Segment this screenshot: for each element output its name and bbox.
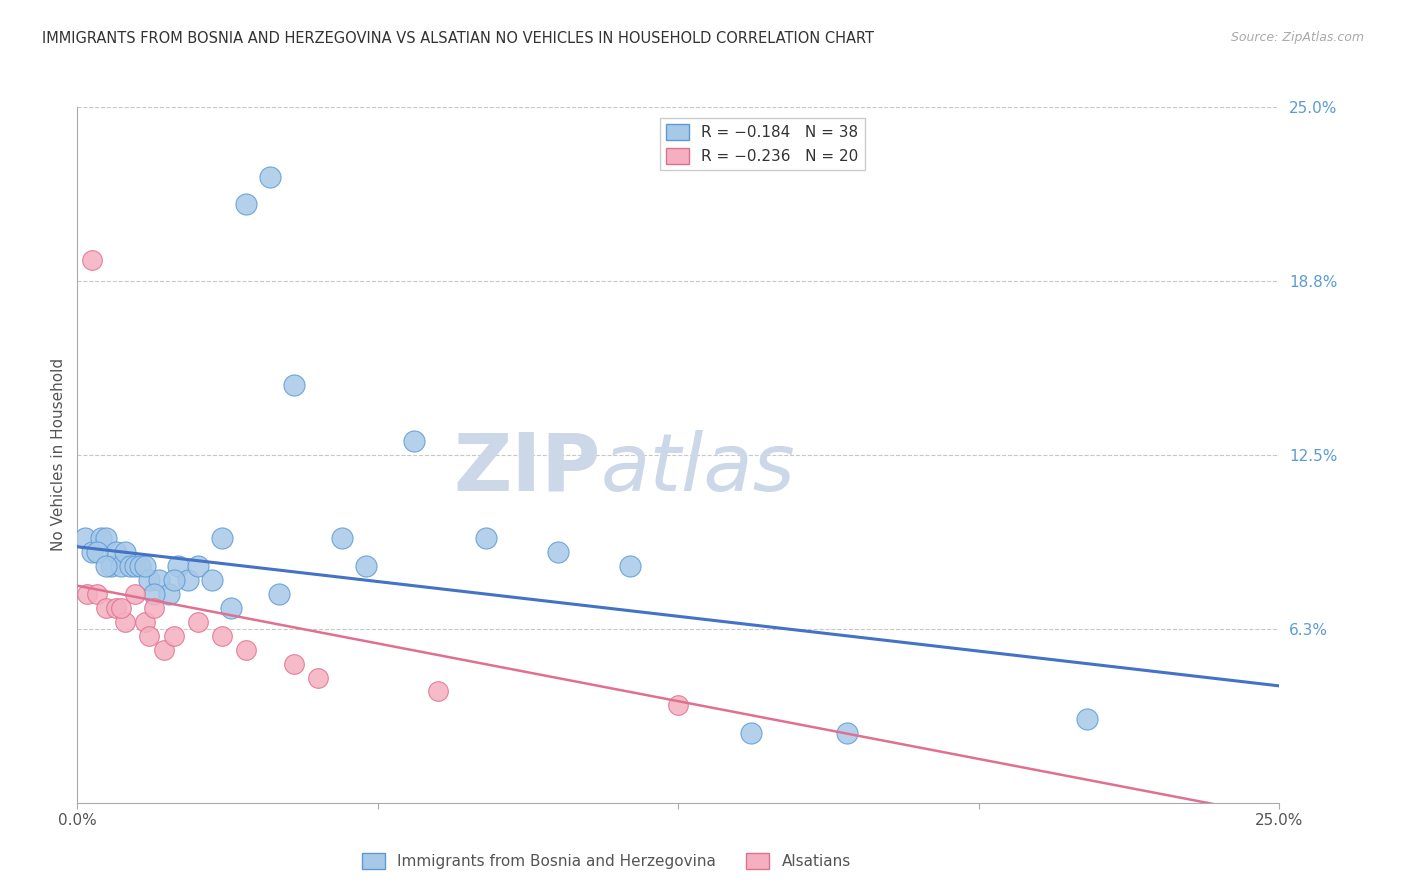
Y-axis label: No Vehicles in Household: No Vehicles in Household	[51, 359, 66, 551]
Point	[124, 559, 146, 574]
Point	[259, 169, 281, 184]
Text: IMMIGRANTS FROM BOSNIA AND HERZEGOVINA VS ALSATIAN NO VEHICLES IN HOUSEHOLD CORR: IMMIGRANTS FROM BOSNIA AND HERZEGOVINA V…	[42, 31, 875, 46]
Point	[269, 587, 291, 601]
Point	[148, 573, 170, 587]
Point	[80, 545, 103, 559]
Point	[211, 532, 233, 546]
Point	[134, 615, 156, 629]
Point	[211, 629, 233, 643]
Point	[110, 601, 132, 615]
Point	[187, 615, 209, 629]
Legend: Immigrants from Bosnia and Herzegovina, Alsatians: Immigrants from Bosnia and Herzegovina, …	[356, 847, 856, 875]
Point	[110, 559, 132, 574]
Point	[167, 559, 190, 574]
Point	[143, 601, 166, 615]
Point	[235, 642, 257, 657]
Text: Source: ZipAtlas.com: Source: ZipAtlas.com	[1230, 31, 1364, 45]
Point	[76, 587, 98, 601]
Point	[402, 434, 425, 448]
Point	[187, 559, 209, 574]
Point	[475, 532, 498, 546]
Point	[235, 197, 257, 211]
Point	[619, 559, 641, 574]
Point	[330, 532, 353, 546]
Point	[124, 587, 146, 601]
Point	[134, 559, 156, 574]
Point	[201, 573, 224, 587]
Point	[162, 629, 184, 643]
Point	[86, 545, 108, 559]
Point	[104, 545, 127, 559]
Point	[80, 253, 103, 268]
Point	[283, 378, 305, 392]
Point	[114, 615, 136, 629]
Point	[96, 601, 118, 615]
Point	[90, 532, 112, 546]
Point	[547, 545, 569, 559]
Point	[86, 587, 108, 601]
Point	[307, 671, 329, 685]
Point	[128, 559, 150, 574]
Point	[143, 587, 166, 601]
Text: atlas: atlas	[600, 430, 794, 508]
Point	[219, 601, 242, 615]
Point	[96, 559, 118, 574]
Point	[138, 573, 160, 587]
Point	[740, 726, 762, 740]
Point	[114, 545, 136, 559]
Point	[138, 629, 160, 643]
Point	[283, 657, 305, 671]
Point	[427, 684, 450, 698]
Point	[162, 573, 184, 587]
Point	[96, 532, 118, 546]
Point	[668, 698, 690, 713]
Text: ZIP: ZIP	[453, 430, 600, 508]
Point	[120, 559, 142, 574]
Point	[100, 559, 122, 574]
Point	[153, 642, 176, 657]
Point	[177, 573, 200, 587]
Point	[104, 601, 127, 615]
Point	[157, 587, 180, 601]
Point	[73, 532, 96, 546]
Point	[835, 726, 858, 740]
Point	[354, 559, 377, 574]
Point	[1076, 712, 1098, 726]
